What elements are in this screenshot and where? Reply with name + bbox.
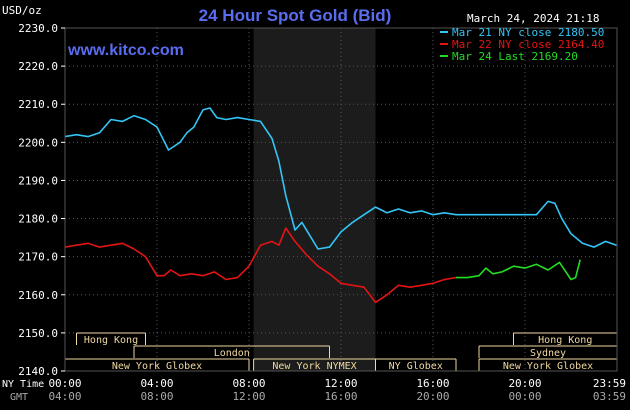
series-line-2 — [456, 259, 581, 281]
x-tick-label-ny: 08:00 — [232, 377, 265, 390]
x-tick-label-gmt: 03:59 — [593, 390, 626, 403]
session-label: Sydney — [530, 348, 566, 359]
y-tick-label: 2150.0 — [18, 327, 58, 340]
y-tick-label: 2230.0 — [18, 22, 58, 35]
y-tick-label: 2160.0 — [18, 289, 58, 302]
y-tick-label: 2180.0 — [18, 213, 58, 226]
x-tick-label-gmt: 12:00 — [232, 390, 265, 403]
x-axis-gmt-label: GMT — [10, 392, 28, 403]
series-line-1 — [64, 227, 457, 304]
kitco-watermark: www.kitco.com — [67, 42, 184, 59]
legend-entry: Mar 21 NY close 2180.50 — [452, 26, 604, 39]
x-tick-label-gmt: 00:00 — [508, 390, 541, 403]
y-tick-label: 2210.0 — [18, 98, 58, 111]
y-axis-unit-label: USD/oz — [2, 4, 42, 17]
legend-entry: Mar 24 Last 2169.20 — [452, 50, 578, 63]
plot-frame — [64, 27, 618, 372]
session-label: Hong Kong — [84, 335, 138, 346]
session-label: New York Globex — [112, 361, 202, 372]
y-tick-label: 2170.0 — [18, 251, 58, 264]
session-highlight-band — [253, 28, 376, 371]
series-line-0 — [64, 107, 617, 250]
legend-entry: Mar 22 NY close 2164.40 — [452, 38, 604, 51]
session-label: NY Globex — [389, 361, 443, 372]
session-label: London — [214, 348, 250, 359]
y-tick-label: 2190.0 — [18, 174, 58, 187]
x-tick-label-ny: 12:00 — [324, 377, 357, 390]
x-tick-label-ny: 04:00 — [140, 377, 173, 390]
nymex-session-band — [253, 28, 376, 371]
x-tick-label-gmt: 08:00 — [140, 390, 173, 403]
x-tick-label-ny: 00:00 — [48, 377, 81, 390]
x-tick-label-ny: 23:59 — [593, 377, 626, 390]
x-tick-label-gmt: 04:00 — [48, 390, 81, 403]
x-tick-label-gmt: 20:00 — [416, 390, 449, 403]
session-label: New York Globex — [503, 361, 593, 372]
x-tick-label-ny: 16:00 — [416, 377, 449, 390]
session-label: New York NYMEX — [272, 361, 356, 372]
y-tick-label: 2200.0 — [18, 136, 58, 149]
chart-title: 24 Hour Spot Gold (Bid) — [199, 6, 392, 25]
x-tick-label-gmt: 16:00 — [324, 390, 357, 403]
x-tick-label-ny: 20:00 — [508, 377, 541, 390]
session-label: Hong Kong — [538, 335, 592, 346]
x-axis: NY TimeGMT00:0004:0004:0008:0008:0012:00… — [2, 377, 626, 403]
y-tick-label: 2140.0 — [18, 365, 58, 378]
x-axis-ny-label: NY Time — [2, 379, 44, 390]
chart-timestamp: March 24, 2024 21:18 — [467, 12, 599, 25]
y-tick-label: 2220.0 — [18, 60, 58, 73]
y-axis: 2230.0 2220.0 2210.0 2200.0 2190.0 2180.0 2170… — [18, 22, 65, 378]
price-series — [64, 107, 617, 304]
market-sessions: Hong Kong Hong Kong London Sydney New York G… — [64, 332, 618, 372]
